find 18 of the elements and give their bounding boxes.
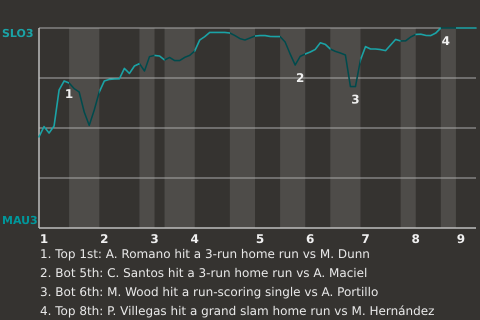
text: 3. Bot 6th: M. Wood hit a run-scoring single vs A. Portillo (40, 285, 378, 299)
text: 4. Top 8th: P. Villegas hit a grand slam home run vs M. Hernández (40, 304, 434, 318)
text: 2. Bot 5th: C. Santos hit a 3-run home run vs A. Maciel (40, 266, 368, 280)
x-tick-label: 3 (150, 232, 159, 246)
x-tick-label: 1 (40, 232, 48, 246)
x-tick-label: 2 (100, 232, 108, 246)
x-tick-label: 4 (190, 232, 199, 246)
text: MAU3 (2, 214, 38, 227)
text: 1. Top 1st: A. Romano hit a 3-run home run vs M. Dunn (40, 247, 370, 261)
annotation: 1 (64, 87, 74, 101)
text: SLO3 (2, 27, 34, 40)
x-tick-label: 8 (412, 232, 420, 246)
x-tick-label: 7 (361, 232, 370, 246)
annotation: 3 (351, 92, 360, 107)
x-tick-label: 9 (456, 232, 466, 246)
x-tick-label: 5 (256, 232, 264, 246)
x-tick-label: 6 (306, 232, 314, 246)
annotation: 4 (442, 34, 450, 48)
